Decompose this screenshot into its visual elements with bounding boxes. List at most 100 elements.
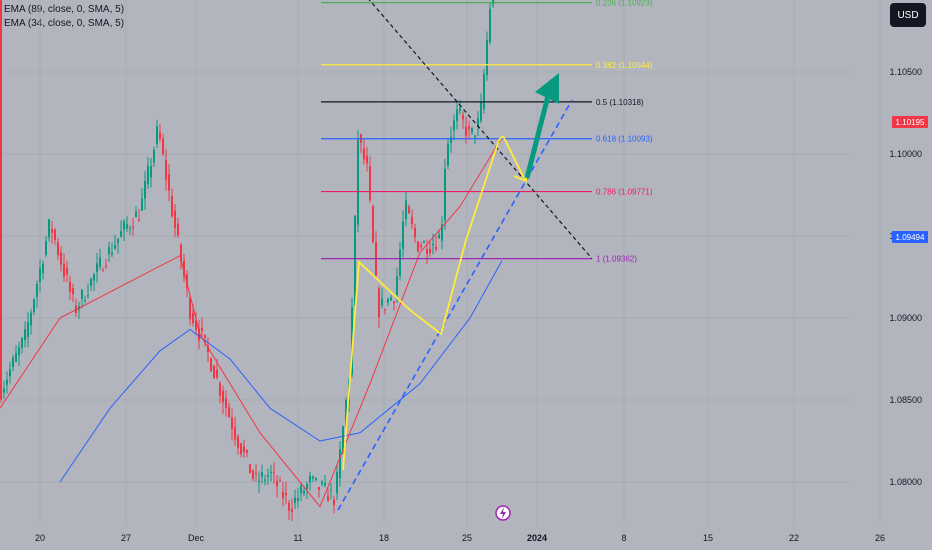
candle-body [384, 308, 386, 310]
candle-body [39, 267, 41, 283]
candle-body [66, 267, 68, 275]
yellow-projection [502, 135, 526, 181]
candle-body [201, 327, 203, 332]
candle-body [252, 470, 254, 479]
candle-body [222, 391, 224, 403]
candle-body [474, 135, 476, 138]
x-tick-label: Dec [188, 533, 205, 543]
y-tick-label: 1.10500 [889, 67, 922, 77]
candle-body [33, 299, 35, 312]
y-tick-label: 1.08500 [889, 395, 922, 405]
candle-body [0, 0, 2, 400]
candle-body [369, 166, 371, 201]
candle-body [9, 369, 11, 377]
fib-level-label: 0.5 (1.10318) [596, 98, 644, 107]
candle-body [165, 160, 167, 180]
candle-body [294, 497, 296, 503]
candle-body [168, 174, 170, 191]
candle-body [456, 109, 458, 121]
candle-body [258, 481, 260, 483]
candle-body [114, 245, 116, 249]
candle-body [117, 238, 119, 243]
x-tick-label: 8 [621, 533, 626, 543]
candle-body [264, 479, 266, 481]
yellow-path [342, 135, 504, 471]
x-tick-label: 20 [35, 533, 45, 543]
candle-body [219, 383, 221, 396]
candle-body [18, 347, 20, 356]
axes: 1.080001.085001.090001.095001.100001.105… [35, 67, 928, 543]
candle-body [393, 301, 395, 304]
candle-body [417, 241, 419, 252]
candle-body [363, 148, 365, 160]
candle-body [54, 229, 56, 240]
candle-body [366, 155, 368, 164]
candle-body [216, 369, 218, 378]
ema-34-label: EMA (34, close, 0, SMA, 5) [4, 18, 125, 29]
currency-button[interactable]: USD [890, 3, 926, 27]
candle-body [351, 307, 353, 375]
candle-body [465, 126, 467, 137]
candle-body [312, 476, 314, 479]
candle-body [120, 231, 122, 238]
up-arrow-shaft [524, 91, 552, 179]
candle-body [6, 380, 8, 385]
candle-body [303, 490, 305, 494]
price-label-text: 1.10195 [896, 118, 925, 127]
candle-body [324, 483, 326, 486]
x-tick-label: 27 [121, 533, 131, 543]
price-label-box [892, 116, 928, 129]
candle-body [111, 252, 113, 255]
fib-level-label: 0.618 (1.10093) [596, 135, 653, 144]
candle-body [45, 241, 47, 255]
x-tick-label: 25 [462, 533, 472, 543]
candle-body [357, 139, 359, 225]
candle-body [96, 263, 98, 273]
candle-body [327, 495, 329, 502]
candle-body [342, 426, 344, 454]
candle-body [471, 127, 473, 133]
candle-body [90, 278, 92, 286]
candle-body [441, 224, 443, 241]
trend-line [337, 99, 573, 511]
candle-body [3, 388, 5, 393]
candle-body [300, 485, 302, 494]
candle-body [147, 166, 149, 185]
candle-body [477, 118, 479, 127]
candle-body [411, 216, 413, 225]
candle-body [402, 221, 404, 249]
candle-body [189, 298, 191, 320]
y-tick-label: 1.08000 [889, 477, 922, 487]
candle-body [183, 260, 185, 277]
candle-body [162, 138, 164, 154]
candle-body [225, 398, 227, 408]
candle-body [108, 247, 110, 255]
candlestick-series [0, 0, 497, 522]
candle-body [267, 474, 269, 477]
candle-body [261, 472, 263, 477]
candle-body [30, 312, 32, 326]
x-tick-label: 2024 [527, 533, 547, 543]
candle-body [282, 491, 284, 499]
candle-body [330, 489, 332, 491]
candle-body [279, 480, 281, 482]
candle-body [75, 305, 77, 313]
candle-body [468, 126, 470, 130]
candle-body [246, 450, 248, 453]
candle-body [156, 126, 158, 144]
candle-body [51, 229, 53, 233]
candle-body [309, 475, 311, 483]
y-tick-label: 1.10000 [889, 149, 922, 159]
candle-body [177, 223, 179, 236]
x-tick-label: 18 [379, 533, 389, 543]
candle-body [429, 248, 431, 254]
candle-body [453, 120, 455, 131]
candle-body [102, 270, 104, 272]
candle-body [15, 353, 17, 362]
candle-body [291, 508, 293, 512]
candle-body [321, 482, 323, 484]
candle-body [129, 227, 131, 229]
candle-body [210, 358, 212, 372]
candle-body [93, 274, 95, 281]
